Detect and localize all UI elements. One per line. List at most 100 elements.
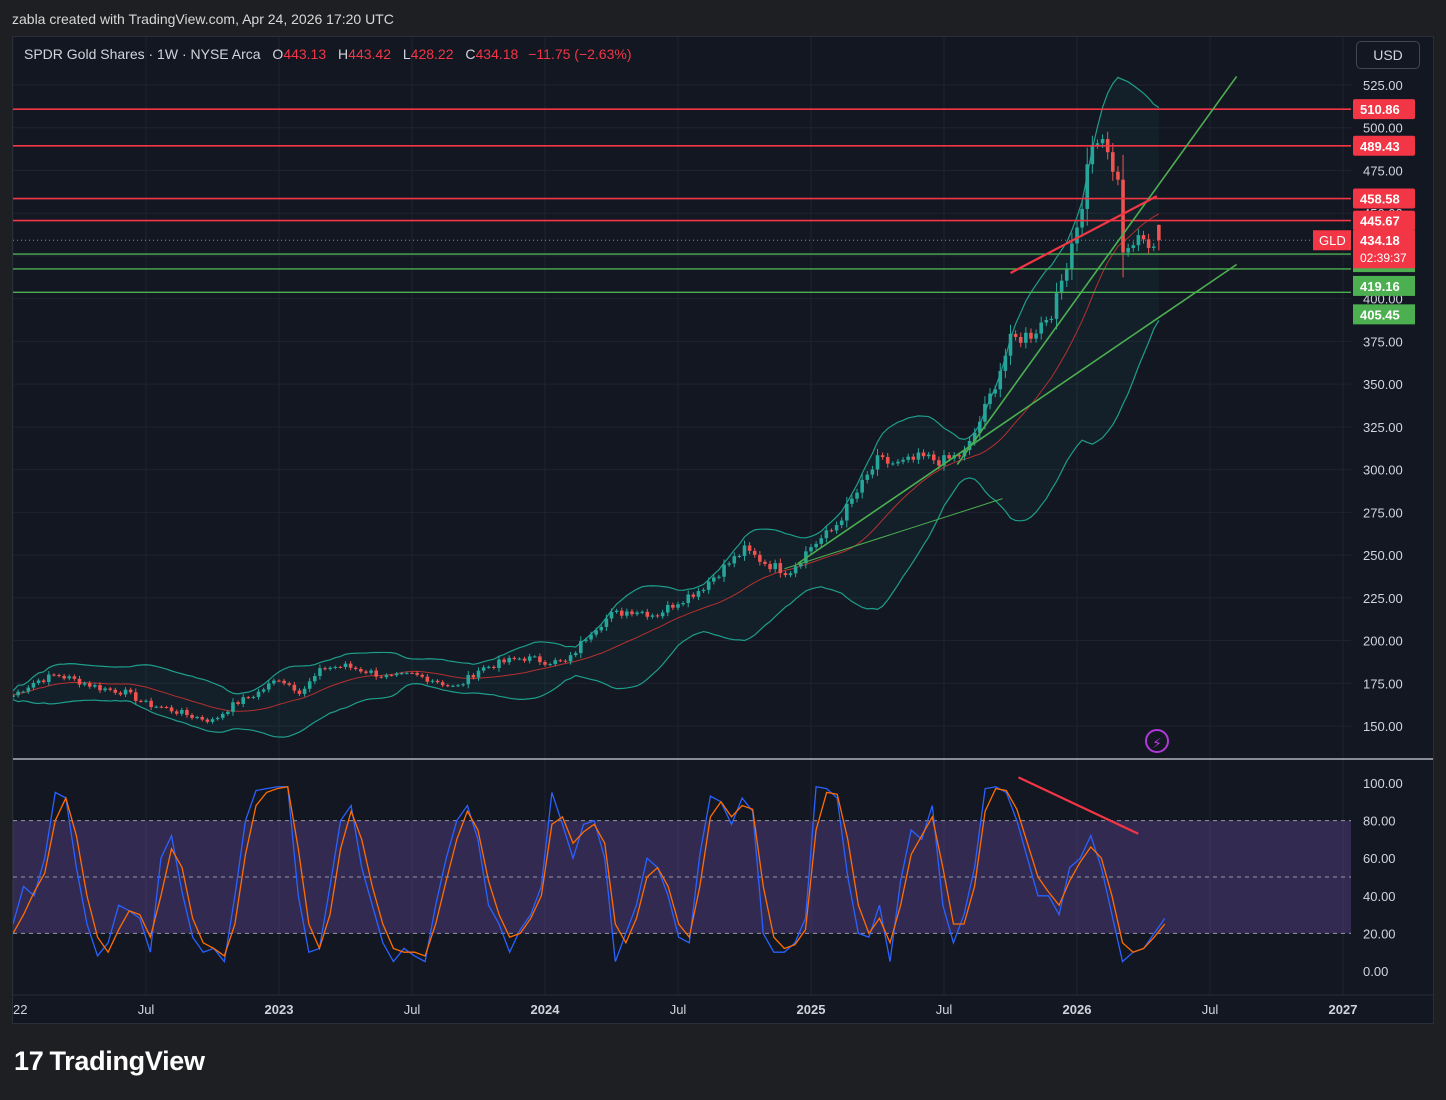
candle-body [921, 452, 926, 457]
candle-body [522, 658, 527, 661]
price-tick-label: 375.00 [1363, 334, 1403, 349]
candle-body [824, 530, 829, 539]
candle-body [1085, 164, 1090, 209]
candle-body [850, 498, 854, 504]
candle-body [1044, 320, 1049, 323]
candle-body [26, 687, 31, 692]
candle-body [1136, 235, 1141, 246]
time-tick-label: 2023 [265, 1002, 294, 1017]
candle-body [13, 695, 15, 698]
candle-body [466, 674, 471, 685]
candle-body [655, 615, 660, 617]
candle-body [717, 576, 721, 578]
candle-body [266, 683, 271, 690]
candle-body [942, 455, 946, 466]
stoch-tick-label: 60.00 [1363, 851, 1396, 866]
candle-body [256, 691, 261, 697]
candle-body [226, 711, 230, 714]
candle-body [323, 668, 327, 670]
candle-body [967, 440, 972, 450]
price-tick-label: 150.00 [1363, 719, 1403, 734]
candle-body [758, 554, 762, 562]
candle-body [205, 719, 210, 722]
candle-body [793, 566, 798, 574]
candle-body [364, 671, 368, 673]
candle-body [185, 709, 189, 716]
candle-body [880, 455, 885, 458]
lightning-icon[interactable]: ⚡ [1145, 729, 1169, 753]
candle-body [957, 455, 962, 457]
candle-body [410, 672, 414, 674]
candle-body [614, 610, 619, 612]
candle-body [988, 393, 992, 404]
candle-body [374, 670, 378, 677]
candle-body [195, 717, 199, 719]
candle-body [36, 680, 41, 684]
time-tick-label: Jul [670, 1002, 687, 1017]
candle-body [82, 683, 87, 685]
trendline-medium [797, 263, 1238, 565]
candle-body [891, 463, 895, 465]
change-value: −11.75 (−2.63%) [528, 46, 632, 62]
resistance-price-tag-bg [1353, 99, 1415, 120]
stoch-tick-label: 20.00 [1363, 926, 1396, 941]
candle-body [798, 563, 803, 567]
candle-body [1029, 332, 1033, 339]
candle-body [481, 667, 486, 671]
candle-body [313, 676, 317, 682]
price-tick-label: 500.00 [1363, 121, 1403, 136]
candle-body [512, 657, 517, 659]
candle-body [696, 591, 701, 597]
chart-frame[interactable]: 525.00500.00475.00450.00425.00400.00375.… [12, 36, 1434, 1024]
candle-body [604, 618, 609, 627]
candle-body [809, 547, 813, 552]
candle-body [456, 685, 460, 687]
chart-canvas[interactable]: 525.00500.00475.00450.00425.00400.00375.… [13, 37, 1434, 1024]
price-tick-label: 475.00 [1363, 163, 1403, 178]
symbol-tag: GLD [1319, 233, 1346, 248]
price-tick-label: 175.00 [1363, 676, 1403, 691]
candle-body [399, 673, 404, 675]
stoch-tick-label: 0.00 [1363, 964, 1388, 979]
candle-body [261, 689, 266, 692]
candle-body [405, 672, 409, 674]
candle-body [287, 683, 292, 685]
candle-body [1157, 224, 1161, 241]
candle-body [665, 604, 670, 613]
candle-body [133, 692, 138, 701]
last-price-value: 434.18 [1360, 233, 1400, 248]
candle-body [415, 672, 419, 675]
candle-body [103, 688, 107, 691]
candle-body [328, 667, 332, 670]
candle-body [430, 680, 435, 682]
open-label: O [272, 46, 284, 62]
candle-body [998, 370, 1003, 390]
candle-body [701, 589, 706, 592]
resistance-price-tag: 445.67 [1360, 214, 1400, 229]
candle-body [451, 685, 455, 687]
candle-body [885, 457, 890, 464]
candle-body [579, 641, 583, 654]
candle-body [420, 674, 425, 677]
price-tick-label: 350.00 [1363, 377, 1403, 392]
candle-body [1070, 243, 1074, 270]
candle-body [589, 634, 593, 640]
bollinger-band-fill [13, 77, 1159, 738]
candle-body [768, 563, 772, 570]
symbol-tag-bg [1313, 230, 1351, 251]
candle-body [788, 573, 793, 576]
currency-button[interactable]: USD [1356, 41, 1420, 69]
resistance-price-tag-bg [1353, 210, 1415, 231]
candle-body [486, 666, 491, 668]
brand-name: TradingView [49, 1046, 205, 1076]
candle-body [389, 675, 394, 677]
tradingview-logo: 17 TradingView [14, 1046, 205, 1077]
candle-body [159, 706, 164, 708]
stoch-slow-line [13, 786, 1166, 958]
candle-body [625, 611, 629, 616]
candle-body [676, 604, 680, 608]
high-label: H [338, 46, 349, 62]
candle-body [916, 452, 921, 460]
candle-body [440, 682, 445, 686]
candle-body [1126, 248, 1130, 253]
